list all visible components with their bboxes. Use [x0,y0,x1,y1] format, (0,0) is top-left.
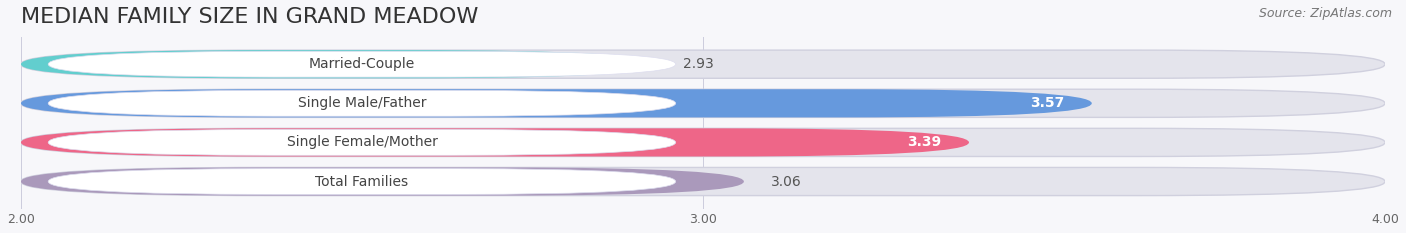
FancyBboxPatch shape [21,50,655,78]
Text: 3.39: 3.39 [908,135,942,149]
FancyBboxPatch shape [21,128,969,157]
Text: MEDIAN FAMILY SIZE IN GRAND MEADOW: MEDIAN FAMILY SIZE IN GRAND MEADOW [21,7,478,27]
Text: 2.93: 2.93 [682,57,713,71]
FancyBboxPatch shape [21,89,1385,117]
FancyBboxPatch shape [21,128,1385,157]
FancyBboxPatch shape [21,168,1385,195]
Text: Single Female/Mother: Single Female/Mother [287,135,437,149]
FancyBboxPatch shape [21,168,744,195]
Text: Married-Couple: Married-Couple [309,57,415,71]
Text: 3.57: 3.57 [1031,96,1064,110]
FancyBboxPatch shape [48,51,676,77]
FancyBboxPatch shape [21,89,1092,117]
FancyBboxPatch shape [21,50,1385,78]
Text: Source: ZipAtlas.com: Source: ZipAtlas.com [1258,7,1392,20]
FancyBboxPatch shape [48,169,676,194]
FancyBboxPatch shape [48,130,676,155]
Text: 3.06: 3.06 [772,175,801,188]
FancyBboxPatch shape [48,90,676,116]
Text: Single Male/Father: Single Male/Father [298,96,426,110]
Text: Total Families: Total Families [315,175,409,188]
